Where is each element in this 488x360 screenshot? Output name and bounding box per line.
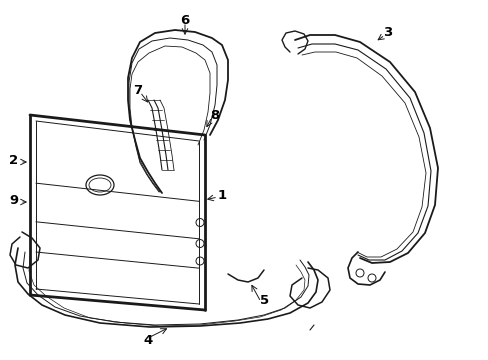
- Text: 7: 7: [133, 84, 142, 96]
- Text: 2: 2: [9, 153, 19, 166]
- Text: 3: 3: [383, 26, 392, 39]
- Text: 4: 4: [143, 333, 152, 346]
- Text: 8: 8: [210, 108, 219, 122]
- Text: 9: 9: [9, 194, 19, 207]
- Text: 1: 1: [217, 189, 226, 202]
- Text: 5: 5: [260, 293, 269, 306]
- Text: 6: 6: [180, 14, 189, 27]
